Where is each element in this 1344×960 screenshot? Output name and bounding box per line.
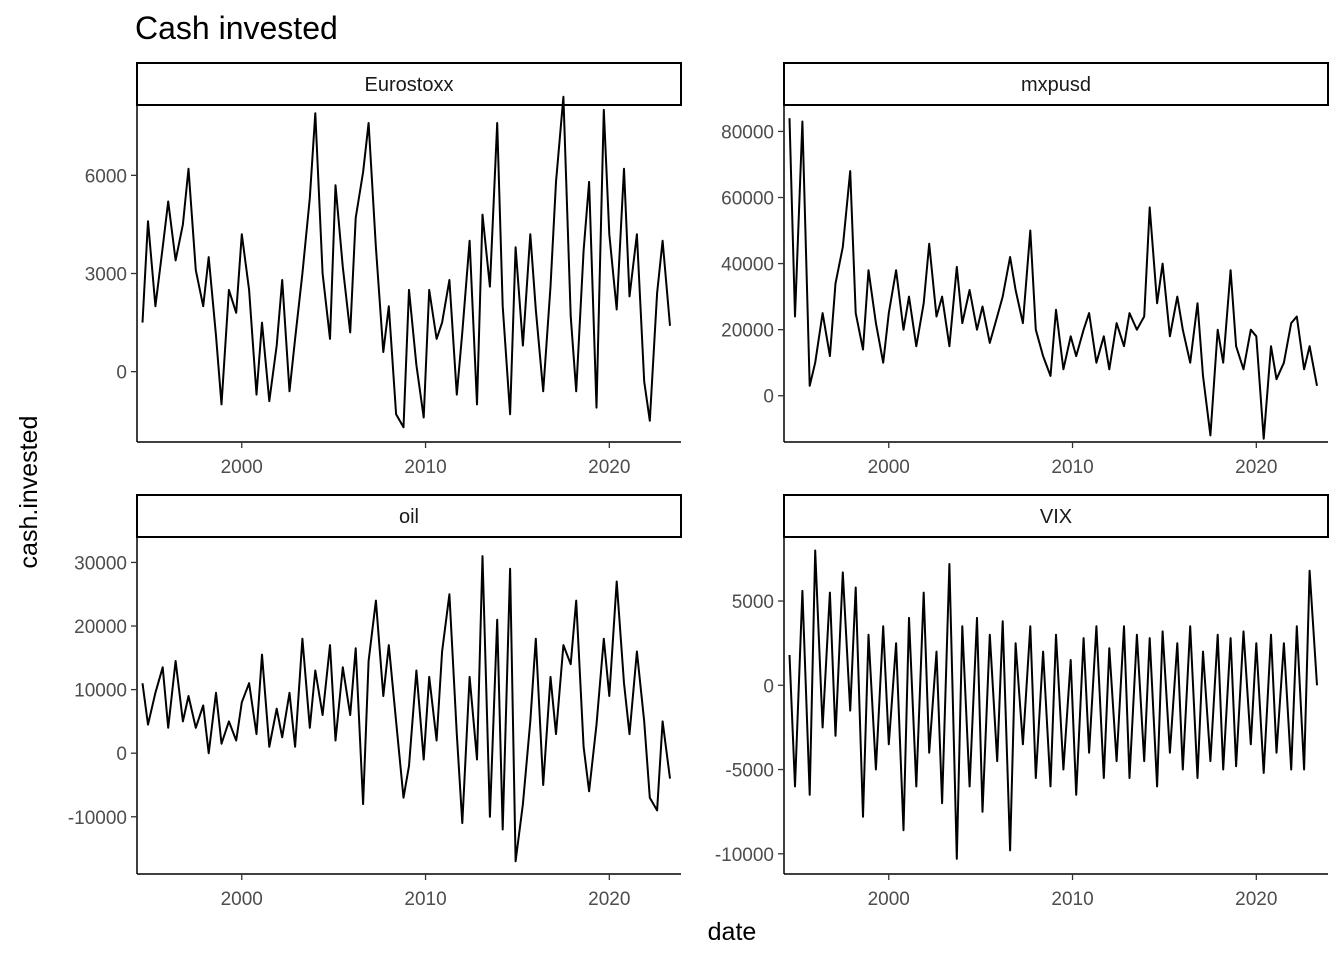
y-tick-label-mxpusd: 60000 [721,189,774,210]
series-line-oil [141,555,671,863]
y-tick-label-mxpusd: 20000 [721,321,774,342]
panel-vix: VIX -10000 -5000 0 5000 2000 2010 2020 [715,494,1329,910]
x-tick-label-vix: 2000 [868,889,910,910]
y-tick-label-mxpusd: 80000 [721,122,774,143]
y-tick-label-mxpusd: 0 [763,387,774,408]
x-tick-label-vix: 2020 [1235,889,1277,910]
x-tick-label-mxpusd: 2010 [1051,457,1093,478]
x-tick-label-mxpusd: 2020 [1235,457,1277,478]
panel-oil: oil -10000 0 10000 20000 30000 2000 2010 2020 [68,494,682,910]
series-line-eurostoxx [141,95,671,429]
y-tick-label-vix: 5000 [732,592,774,613]
strip-vix [783,494,1329,538]
series-line-vix [788,549,1318,860]
y-tick-label-oil: 30000 [74,553,127,574]
strip-oil [136,494,682,538]
panel-eurostoxx: Eurostoxx 0 3000 6000 2000 2010 2020 [85,62,682,478]
y-tick-label-oil: -10000 [68,808,127,829]
y-tick-label-vix: -10000 [715,845,774,866]
y-tick-label-oil: 0 [116,744,127,765]
x-tick-label-eurostoxx: 2020 [588,457,630,478]
x-tick-label-eurostoxx: 2010 [404,457,446,478]
x-axis-title: date [708,918,757,946]
x-tick-label-oil: 2020 [588,889,630,910]
strip-label-mxpusd: mxpusd [1021,74,1091,96]
strip-label-vix: VIX [1040,506,1072,528]
y-axis-title: cash.invested [15,416,43,569]
y-tick-label-vix: 0 [763,676,774,697]
strip-mxpusd [783,62,1329,106]
panels: Eurostoxx 0 3000 6000 2000 2010 2020 mxpusd 0 200… [68,62,1329,910]
strip-eurostoxx [136,62,682,106]
y-tick-label-oil: 10000 [74,681,127,702]
series-line-mxpusd [788,118,1318,440]
y-tick-label-eurostoxx: 6000 [85,166,127,187]
chart-title: Cash invested [135,10,338,46]
x-tick-label-eurostoxx: 2000 [221,457,263,478]
panel-mxpusd: mxpusd 0 20000 40000 60000 80000 2000 2010 2020 [721,62,1329,478]
x-tick-label-oil: 2010 [404,889,446,910]
y-tick-label-vix: -5000 [725,761,774,782]
y-tick-label-eurostoxx: 0 [116,363,127,384]
x-tick-label-mxpusd: 2000 [868,457,910,478]
x-tick-label-oil: 2000 [221,889,263,910]
strip-label-eurostoxx: Eurostoxx [365,74,454,96]
y-tick-label-mxpusd: 40000 [721,255,774,276]
strip-label-oil: oil [399,506,419,528]
x-tick-label-vix: 2010 [1051,889,1093,910]
y-tick-label-eurostoxx: 3000 [85,265,127,286]
y-tick-label-oil: 20000 [74,617,127,638]
